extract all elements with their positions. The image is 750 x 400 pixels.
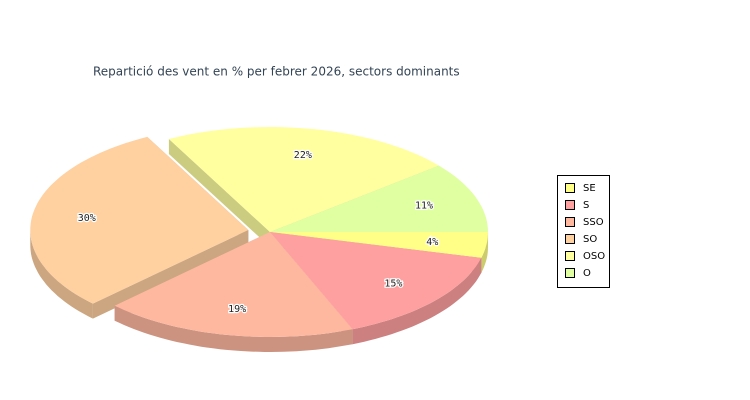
legend-label: O [583, 268, 591, 279]
legend-swatch [565, 200, 575, 210]
data-label: 15% [384, 279, 402, 290]
data-label: 11% [415, 201, 433, 212]
pie-slice [114, 232, 353, 337]
chart-title: Repartició des vent en % per febrer 2026… [93, 65, 460, 79]
slice-side [114, 305, 353, 352]
legend-label: S [583, 200, 589, 211]
legend-swatch [565, 217, 575, 227]
data-label: 30% [78, 213, 96, 224]
data-label: 19% [228, 304, 246, 315]
legend-swatch [565, 268, 575, 278]
slice-side [30, 230, 93, 319]
slice-side [352, 257, 482, 345]
pie-slice [168, 127, 439, 232]
pie-slice [30, 136, 249, 304]
pie-slice [270, 232, 482, 330]
legend-label: SO [583, 234, 597, 245]
slice-side [481, 232, 488, 273]
slice-side [92, 230, 249, 319]
pie-slice [270, 232, 488, 258]
data-label: 4% [426, 237, 438, 248]
pie-slice [270, 165, 488, 232]
slice-side [168, 139, 270, 247]
legend-swatch [565, 234, 575, 244]
legend-label: SSO [583, 217, 604, 228]
legend-label: OSO [583, 251, 605, 262]
legend-swatch [565, 251, 575, 261]
legend-label: SE [583, 183, 596, 194]
legend-swatch [565, 183, 575, 193]
data-label: 22% [294, 150, 312, 161]
